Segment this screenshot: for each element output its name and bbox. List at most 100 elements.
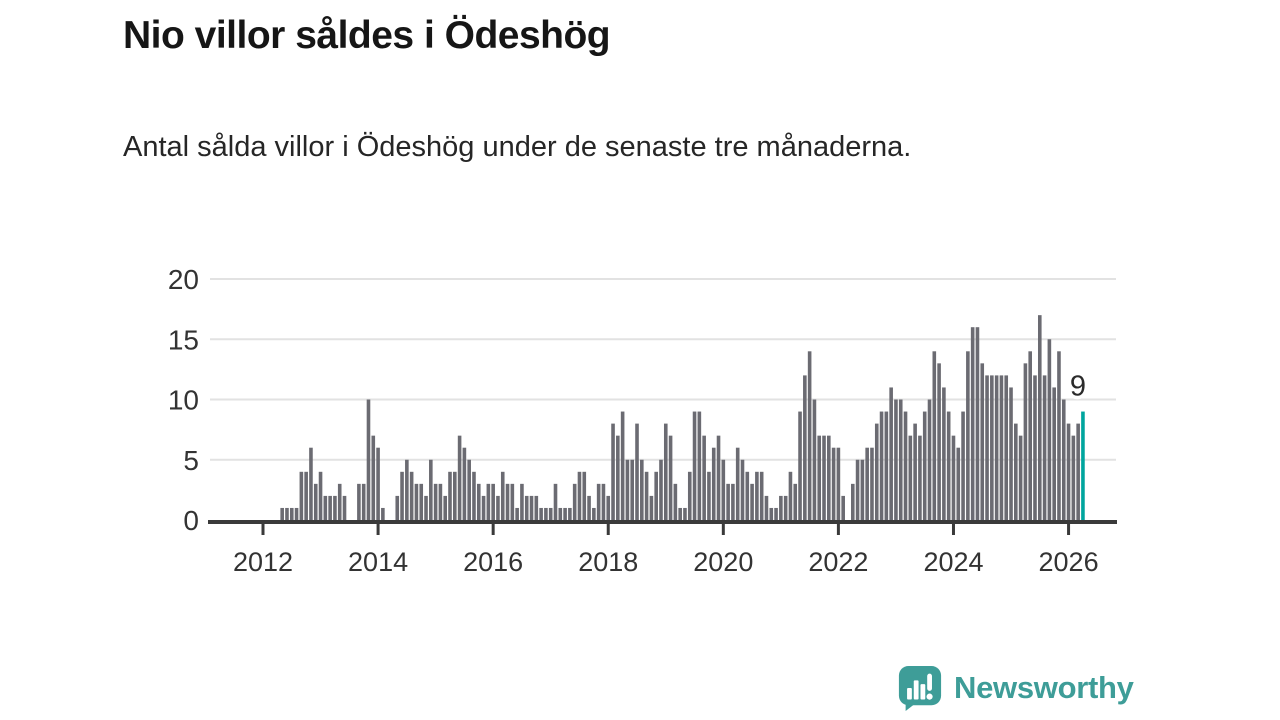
bar: [990, 375, 994, 520]
bar: [884, 411, 889, 520]
bar: [472, 471, 476, 520]
bar: [1018, 435, 1023, 520]
bar: [759, 471, 764, 520]
bar: [304, 471, 308, 520]
bar: [544, 507, 548, 520]
bar: [860, 459, 865, 520]
bar: [414, 483, 419, 520]
bar: [371, 435, 376, 520]
bar: [285, 507, 289, 520]
bar: [913, 423, 917, 520]
bar: [405, 459, 409, 520]
bar: [1071, 435, 1076, 520]
x-tick-label: 2014: [348, 547, 408, 577]
bar: [774, 507, 778, 520]
bar: [942, 387, 946, 520]
bar: [1037, 315, 1042, 520]
bar: [328, 495, 332, 520]
bar: [1028, 351, 1032, 520]
bar: [592, 507, 596, 520]
bar: [333, 495, 337, 520]
bar: [692, 411, 697, 520]
x-tick-label: 2022: [808, 547, 868, 577]
bar: [687, 471, 692, 520]
bar: [299, 471, 304, 520]
bar: [678, 507, 682, 520]
bar: [798, 411, 802, 520]
bar: [764, 495, 769, 520]
bar: [611, 423, 615, 520]
bar: [721, 459, 726, 520]
bar: [534, 495, 539, 520]
bar: [1047, 339, 1052, 520]
bar: [524, 495, 529, 520]
bar: [850, 483, 855, 520]
chart-title: Nio villor såldes i Ödeshög: [123, 14, 611, 57]
x-tick-label: 2012: [233, 547, 293, 577]
bar: [596, 483, 601, 520]
bar: [1023, 363, 1028, 520]
bar: [683, 507, 687, 520]
bar: [668, 435, 673, 520]
bar: [309, 447, 313, 520]
bar: [663, 423, 668, 520]
bar: [381, 507, 385, 520]
bar: [817, 435, 822, 520]
bar: [731, 483, 735, 520]
newsworthy-logo-text: Newsworthy: [954, 670, 1134, 705]
bar: [922, 411, 927, 520]
bar: [337, 483, 342, 520]
bar: [726, 483, 730, 520]
bar: [443, 495, 448, 520]
bar: [553, 483, 558, 520]
y-tick-label: 10: [168, 385, 199, 416]
bar: [505, 483, 510, 520]
bar: [467, 459, 471, 520]
bar: [755, 471, 759, 520]
bar: [707, 471, 711, 520]
bar: [836, 447, 841, 520]
bar: [313, 483, 318, 520]
bar: [1066, 423, 1071, 520]
bar: [361, 483, 366, 520]
bar: [908, 435, 913, 520]
bar: [448, 471, 452, 520]
bar: [889, 387, 893, 520]
x-tick-label: 2026: [1039, 547, 1099, 577]
bar: [735, 447, 740, 520]
bar: [294, 507, 299, 520]
bar: [1061, 399, 1066, 520]
bar: [520, 483, 524, 520]
x-tick-label: 2024: [923, 547, 983, 577]
bar: [966, 351, 970, 520]
bar: [644, 471, 649, 520]
bar: [702, 435, 706, 520]
bar: [486, 483, 491, 520]
bar: [750, 483, 754, 520]
bar: [956, 447, 961, 520]
bar: [625, 459, 630, 520]
bar: [1042, 375, 1047, 520]
bar: [438, 483, 443, 520]
bar: [697, 411, 702, 520]
bar: [429, 459, 433, 520]
bar: [711, 447, 716, 520]
bar: [903, 411, 908, 520]
bar: [975, 327, 980, 520]
bar: [366, 399, 371, 520]
bar: [803, 375, 807, 520]
bar: [640, 459, 644, 520]
bar: [1009, 387, 1013, 520]
bar: [970, 327, 975, 520]
chart-subtitle: Antal sålda villor i Ödeshög under de se…: [123, 131, 912, 163]
bar: [841, 495, 845, 520]
bar: [515, 507, 519, 520]
bar: [568, 507, 572, 520]
bar: [572, 483, 577, 520]
bar: [1057, 351, 1061, 520]
bar: [918, 435, 922, 520]
bar: [280, 507, 284, 520]
bar: [496, 495, 500, 520]
bar: [400, 471, 404, 520]
